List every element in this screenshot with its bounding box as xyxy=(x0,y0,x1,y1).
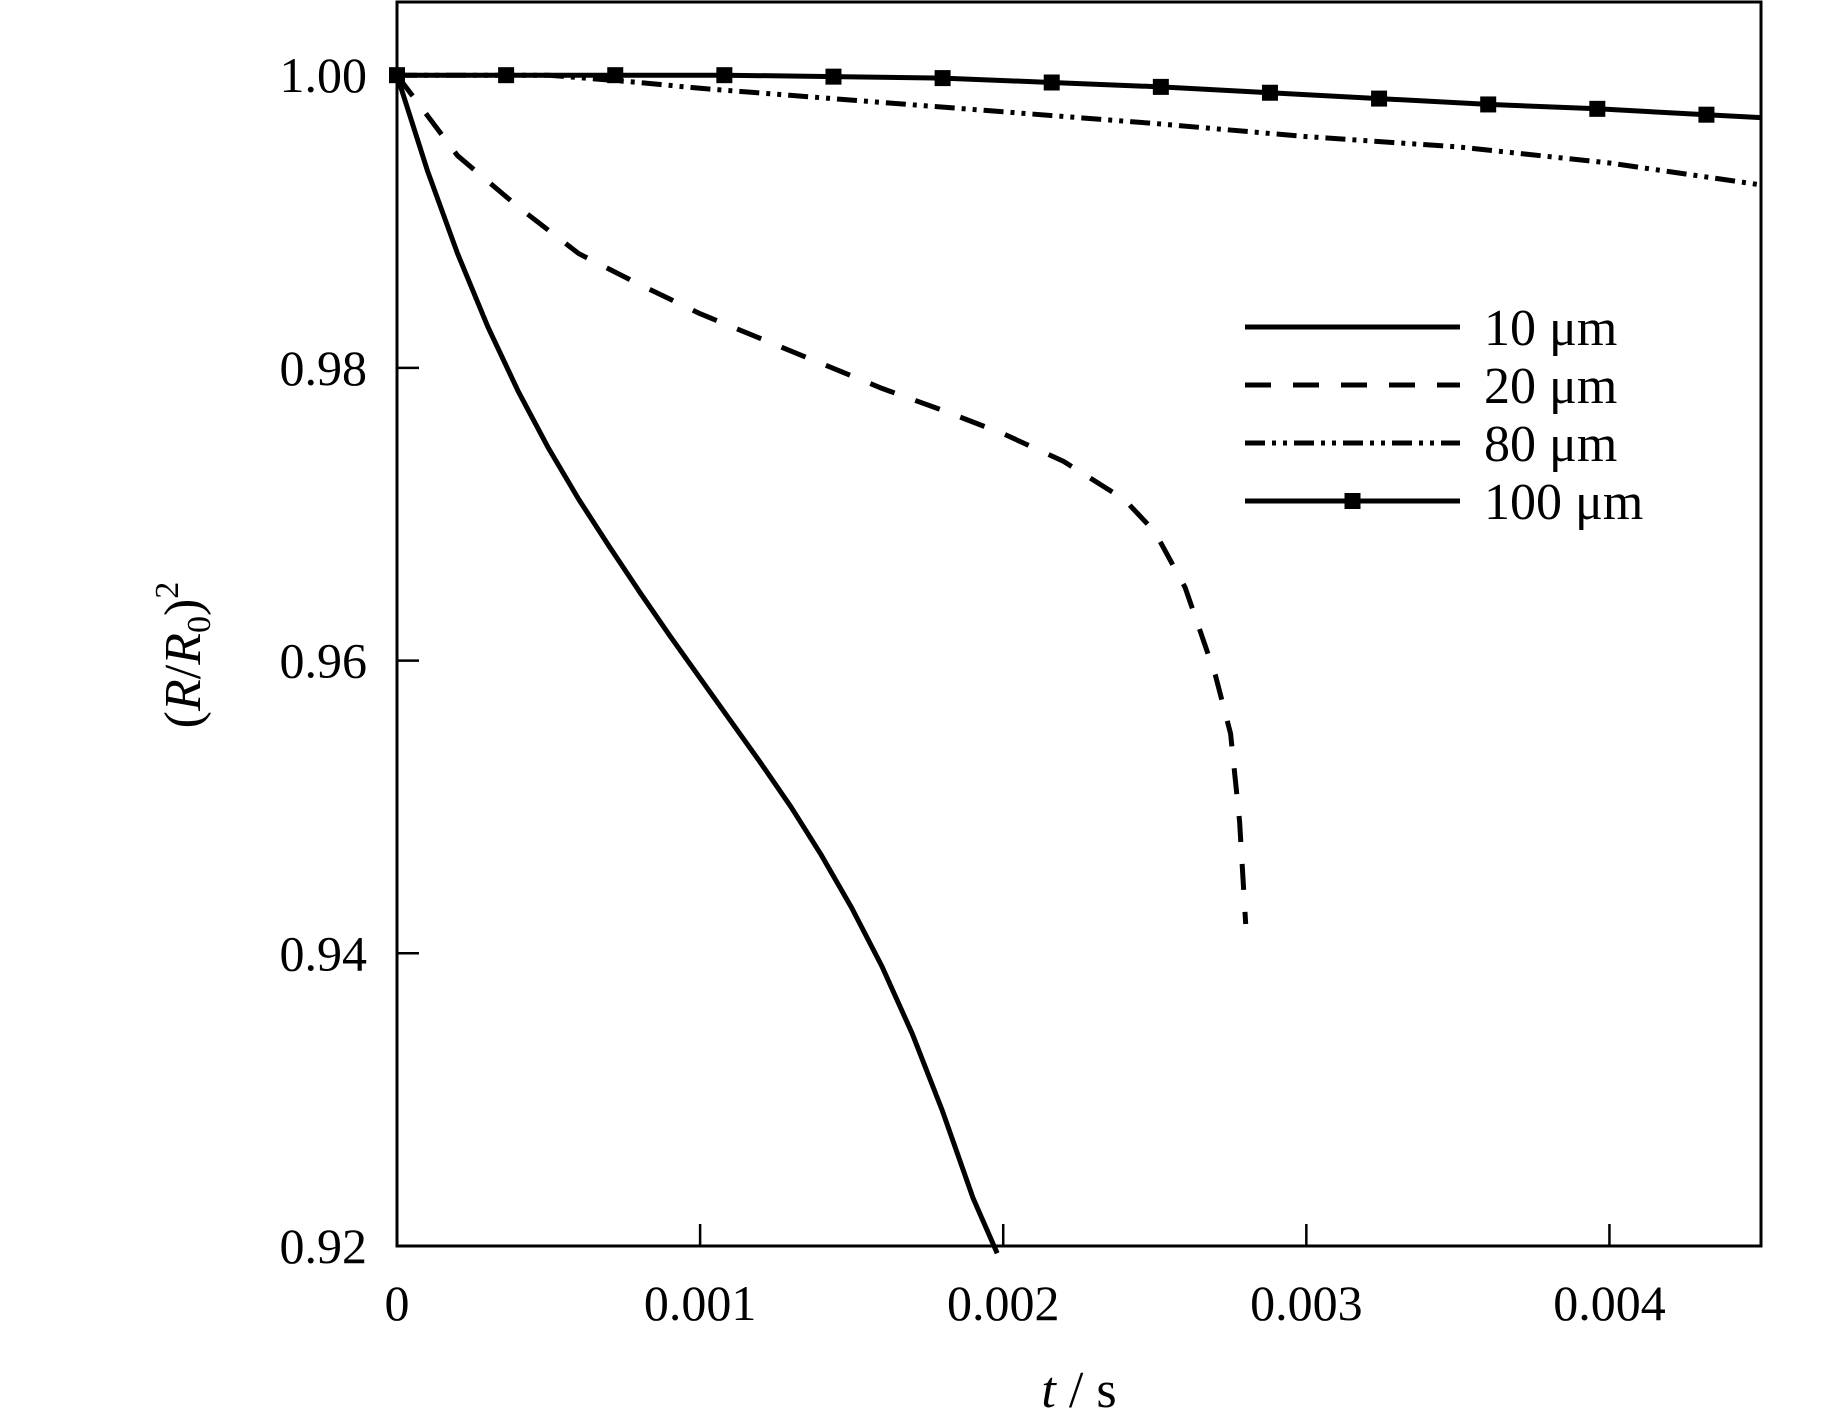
x-tick-label: 0.001 xyxy=(644,1275,757,1331)
legend-label-1: 20 μm xyxy=(1484,358,1617,415)
x-axis-label-var: t xyxy=(1041,1362,1057,1417)
y-axis-label-open: ( xyxy=(155,711,212,728)
y-axis-label-r: R xyxy=(155,679,212,712)
series-line-1 xyxy=(395,73,1249,925)
series-marker xyxy=(607,67,624,84)
series-marker xyxy=(825,68,842,85)
y-tick-label: 0.96 xyxy=(280,633,368,689)
x-tick-label: 0 xyxy=(385,1275,410,1331)
y-axis-label-sub: 0 xyxy=(181,616,218,633)
x-axis-label-unit: / s xyxy=(1056,1362,1117,1417)
x-axis-label: t / s xyxy=(1041,1362,1116,1417)
y-axis-label-close: ) xyxy=(155,599,212,616)
legend-marker xyxy=(1344,493,1361,509)
series-line-0 xyxy=(394,74,1000,1255)
y-tick-label: 0.92 xyxy=(280,1218,368,1274)
plot-frame xyxy=(395,0,1763,1248)
ticks-layer: 0 0.001 0.002 0.003 0.004 0.92 0.94 0.96 0.98 1.0… xyxy=(280,47,1666,1331)
series-marker xyxy=(1589,100,1606,117)
x-tick-label: 0.002 xyxy=(947,1275,1060,1331)
y-tick-label: 0.98 xyxy=(280,340,368,396)
y-axis-label-sup: 2 xyxy=(149,582,186,599)
series-marker xyxy=(1480,96,1497,113)
x-tick-label: 0.004 xyxy=(1553,1275,1666,1331)
y-tick-label: 1.00 xyxy=(280,47,368,103)
series-marker xyxy=(1043,74,1060,91)
series-marker xyxy=(716,67,733,84)
y-tick-label: 0.94 xyxy=(280,925,368,981)
series-marker xyxy=(498,67,515,84)
series-marker xyxy=(1261,84,1278,101)
series-marker xyxy=(1152,78,1169,95)
x-tick-label: 0.003 xyxy=(1250,1275,1363,1331)
series-marker xyxy=(1698,106,1715,123)
series-marker xyxy=(934,70,951,87)
legend-label-3: 100 μm xyxy=(1484,474,1643,531)
series-marker xyxy=(1371,90,1388,107)
y-axis-label-slash: / xyxy=(155,664,212,679)
series-layer xyxy=(389,67,1762,1255)
series-line-2 xyxy=(397,72,1762,188)
y-axis-label: (R/R0)2 xyxy=(149,582,218,729)
legend-label-2: 80 μm xyxy=(1484,416,1617,473)
y-axis-label-r0: R xyxy=(155,633,212,666)
series-line-3 xyxy=(397,72,1762,121)
legend-label-0: 10 μm xyxy=(1484,300,1617,357)
